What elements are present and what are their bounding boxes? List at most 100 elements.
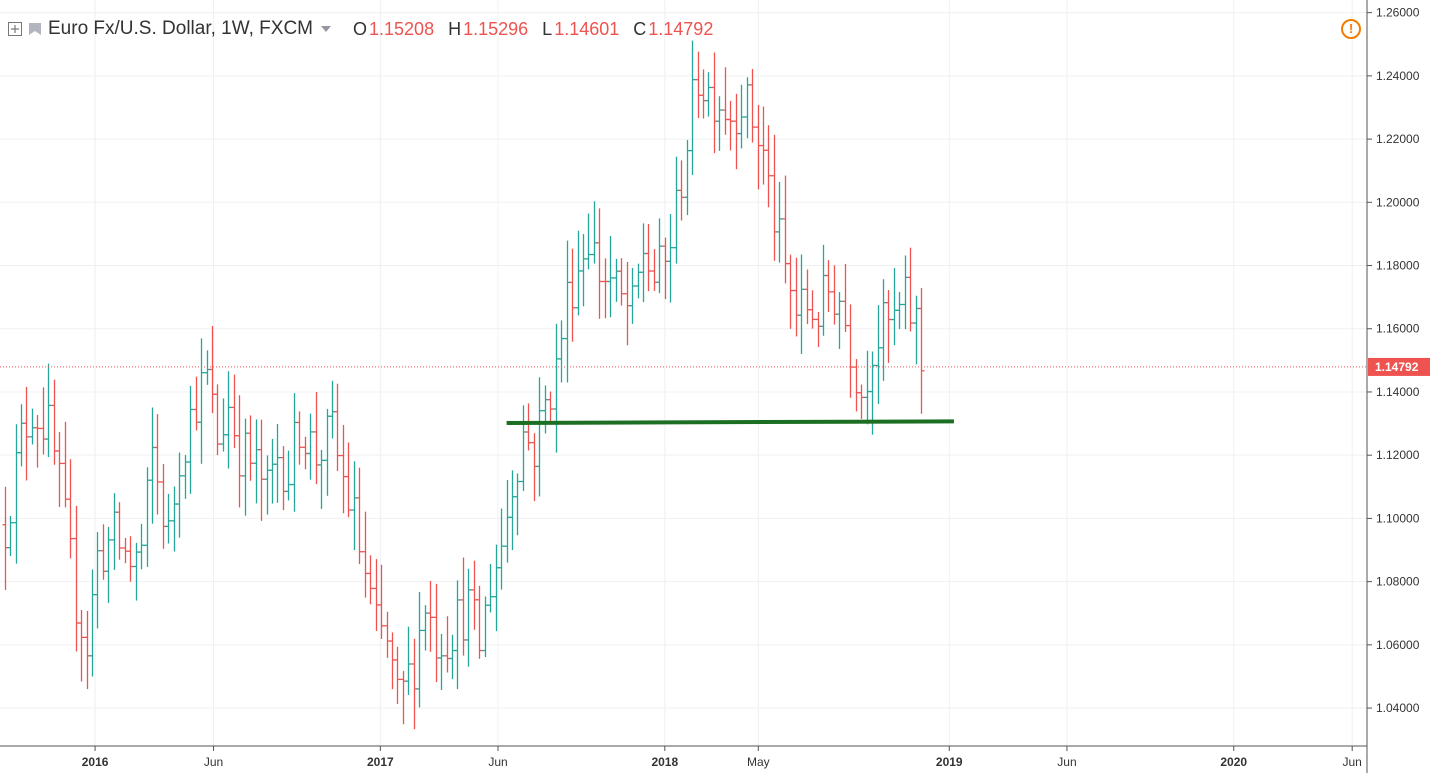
ohlc-bar: [127, 536, 134, 582]
ohlc-bar: [836, 292, 843, 349]
ohlc-bar: [716, 96, 723, 151]
ohlc-bar: [558, 320, 565, 383]
ohlc-bar: [476, 585, 483, 659]
ohlc-bar: [825, 260, 832, 313]
ohlc-bar: [536, 377, 543, 497]
ohlc-bar: [45, 363, 52, 458]
ohlc-bar: [618, 258, 625, 306]
ohlc-bar: [334, 383, 341, 472]
axes: [0, 0, 1368, 773]
ohlc-bar: [738, 84, 745, 149]
high-label: H: [448, 18, 462, 39]
y-tick-label: 1.06000: [1376, 638, 1420, 652]
ohlc-bar: [727, 100, 734, 151]
x-tick-label: Jun: [488, 755, 507, 769]
ohlc-bar: [285, 450, 292, 501]
ohlc-bar: [885, 289, 892, 363]
ohlc-bar: [525, 403, 532, 451]
ohlc-bar: [465, 568, 472, 667]
ohlc-bar: [918, 287, 925, 414]
ohlc-bar: [749, 69, 756, 143]
y-tick-label: 1.08000: [1376, 575, 1420, 589]
y-tick-label: 1.14000: [1376, 385, 1420, 399]
ohlc-bar: [198, 338, 205, 464]
ohlc-bar: [307, 413, 314, 480]
ohlc-bar: [765, 125, 772, 208]
ohlc-bar: [656, 218, 663, 294]
support-line[interactable]: [506, 419, 954, 425]
ohlc-bar: [214, 384, 221, 456]
ohlc-bar: [689, 40, 696, 175]
x-tick-label: Jun: [1343, 755, 1362, 769]
low-label: L: [542, 18, 553, 39]
close-label: C: [633, 18, 647, 39]
y-tick-label: 1.04000: [1376, 701, 1420, 715]
ohlc-bar: [498, 508, 505, 590]
y-tick-label: 1.10000: [1376, 511, 1420, 525]
y-tick-label: 1.18000: [1376, 259, 1420, 273]
symbol-title[interactable]: Euro Fx/U.S. Dollar, 1W, FXCM: [48, 18, 313, 39]
close-value: 1.14792: [648, 18, 714, 39]
ohlc-bar: [318, 449, 325, 509]
ohlc-bar: [236, 395, 243, 508]
ohlc-bar: [345, 442, 352, 518]
ohlc-bar: [896, 291, 903, 330]
x-tick-label: 2020: [1220, 755, 1247, 769]
ohlc-bar: [487, 563, 494, 613]
ohlc-bar: [378, 564, 385, 640]
ohlc-bar: [787, 254, 794, 329]
flag-icon[interactable]: [28, 22, 42, 36]
ohlc-bar: [607, 235, 614, 318]
last-price-label: 1.14792: [1368, 357, 1430, 376]
ohlc-bar: [798, 254, 805, 354]
ohlc-bar: [367, 555, 374, 605]
high-value: 1.15296: [463, 18, 529, 39]
ohlc-bar: [187, 385, 194, 494]
ohlc-bar: [154, 414, 161, 515]
ohlc-bar: [629, 267, 636, 324]
ohlc-bar: [78, 609, 85, 682]
ohlc-bar: [454, 580, 461, 690]
ohlc-bar: [645, 223, 652, 292]
ohlc-bar: [23, 386, 30, 481]
price-axis-labels: 1.26000 1.24000 1.22000 1.20000 1.18000 1.160…: [1367, 6, 1420, 715]
ohlc-bar: [247, 415, 254, 481]
ohlc-bars: [2, 40, 925, 730]
plus-square-icon[interactable]: [8, 22, 22, 36]
ohlc-bar: [596, 208, 603, 319]
low-value: 1.14601: [554, 18, 620, 39]
ohlc-bar: [705, 72, 712, 117]
ohlc-bar: [7, 515, 14, 556]
ohlc-bar: [427, 580, 434, 652]
y-tick-label: 1.22000: [1376, 132, 1420, 146]
ohlc-bar: [858, 384, 865, 419]
ohlc-bar: [165, 493, 172, 544]
open-value: 1.15208: [369, 18, 435, 39]
ohlc-bar: [585, 213, 592, 270]
caret-down-icon[interactable]: [321, 26, 331, 32]
exclamation-circle-icon[interactable]: !: [1341, 19, 1361, 39]
ohlc-bar: [394, 646, 401, 705]
ohlc-bar: [56, 431, 63, 508]
ohlc-bar: [809, 290, 816, 329]
ohlc-bar: [274, 424, 281, 503]
ohlc-bar: [67, 459, 74, 559]
x-tick-label: 2019: [936, 755, 963, 769]
ohlc-bar: [356, 467, 363, 565]
open-label: O: [353, 18, 368, 39]
ohlc-bar: [416, 592, 423, 708]
symbol-legend: Euro Fx/U.S. Dollar, 1W, FXCM O 1.15208 …: [8, 18, 727, 40]
ohlc-bar: [176, 452, 183, 538]
last-price-text: 1.14792: [1375, 360, 1419, 374]
y-tick-label: 1.12000: [1376, 448, 1420, 462]
grid-lines: [0, 0, 1367, 746]
y-tick-label: 1.24000: [1376, 69, 1420, 83]
ohlc-bar: [296, 411, 303, 465]
x-tick-label: Jun: [1057, 755, 1076, 769]
x-tick-label: Jun: [204, 755, 223, 769]
x-tick-label: 2018: [651, 755, 678, 769]
ohlc-bar: [138, 523, 145, 570]
ohlc-bar: [667, 214, 674, 303]
